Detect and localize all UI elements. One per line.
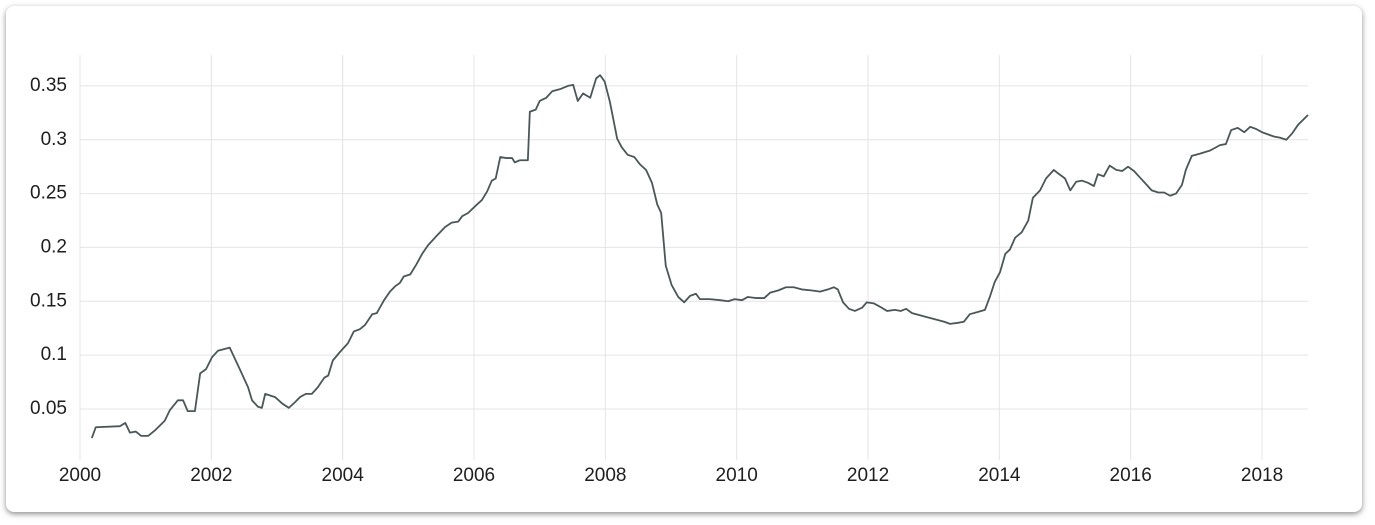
card	[6, 6, 1362, 512]
x-tick-label: 2012	[847, 465, 889, 486]
x-tick-label: 2016	[1110, 465, 1152, 486]
x-tick-label: 2008	[584, 465, 626, 486]
x-tick-label: 2006	[453, 465, 495, 486]
x-tick-label: 2010	[716, 465, 758, 486]
x-tick-label: 2000	[59, 465, 101, 486]
y-tick-label: 0.15	[30, 290, 67, 311]
x-tick-label: 2002	[190, 465, 232, 486]
y-tick-label: 0.35	[30, 75, 67, 96]
y-tick-label: 0.2	[41, 236, 67, 257]
x-tick-label: 2018	[1241, 465, 1283, 486]
x-tick-label: 2004	[322, 465, 365, 486]
y-tick-label: 0.1	[41, 344, 67, 365]
y-tick-label: 0.05	[30, 398, 67, 419]
y-tick-label: 0.3	[41, 129, 67, 150]
line	[90, 74, 1309, 439]
y-tick-label: 0.25	[30, 183, 67, 204]
x-tick-label: 2014	[978, 465, 1021, 486]
